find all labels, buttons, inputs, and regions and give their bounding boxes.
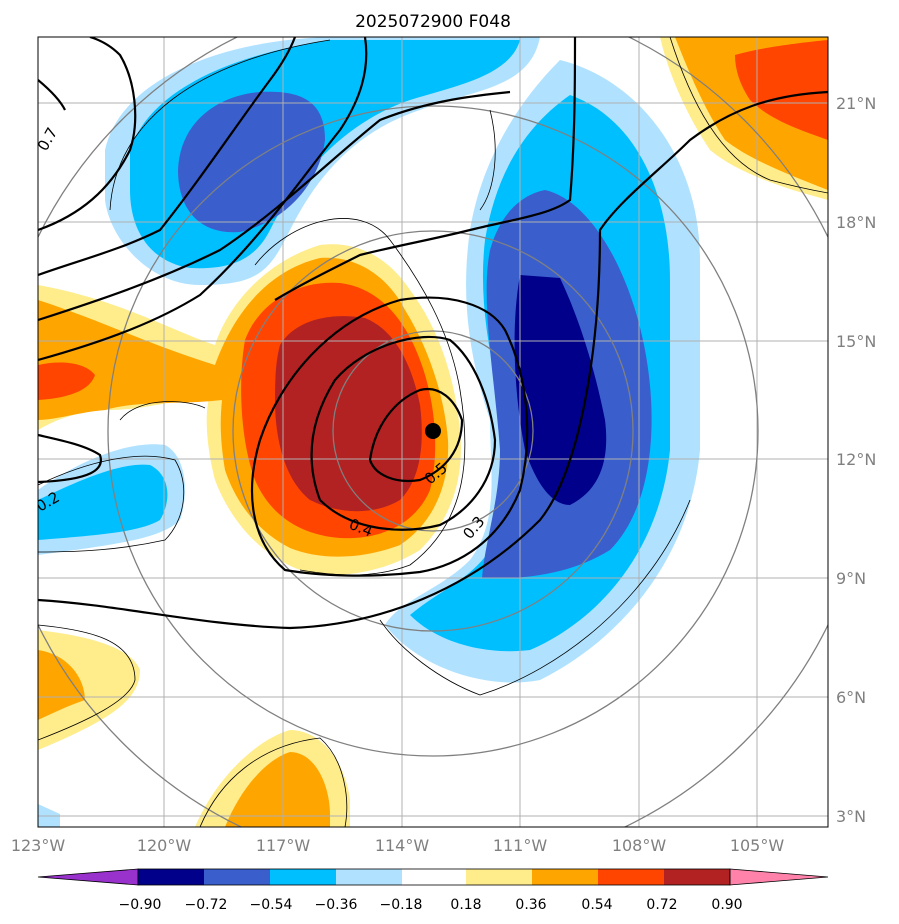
y-tick-label: 21°N (836, 94, 876, 113)
colorbar-tick-label: −0.18 (380, 897, 423, 913)
colorbar-bin (598, 869, 664, 885)
colorbar-bin (402, 869, 466, 885)
filled-contour-neg-mid-sw (38, 464, 168, 540)
x-tick-label: 105°W (730, 836, 785, 855)
x-tick-label: 123°W (11, 836, 66, 855)
colorbar-tick-label: 0.54 (581, 897, 612, 913)
y-tick-label: 3°N (836, 807, 866, 826)
line-contours (38, 37, 828, 630)
x-tick-label: 111°W (493, 836, 548, 855)
x-tick-label: 114°W (375, 836, 430, 855)
colorbar-extend-high (729, 868, 829, 886)
y-axis: 21°N 18°N 15°N 12°N 9°N 6°N 3°N (836, 94, 876, 826)
y-tick-label: 12°N (836, 450, 876, 469)
filled-contour-pos-deep-w (38, 362, 95, 400)
colorbar-tick-label: −0.72 (185, 897, 228, 913)
thin-contours (38, 37, 828, 827)
filled-contour-pos-light-sw (38, 630, 140, 750)
colorbar-frame (137, 868, 731, 886)
y-tick-label: 6°N (836, 688, 866, 707)
map-frame (37, 36, 829, 828)
colorbar-bin (664, 869, 730, 885)
colorbar-bin (532, 869, 598, 885)
colorbar-tick-label: 0.90 (711, 897, 742, 913)
x-axis: 123°W 120°W 117°W 114°W 111°W 108°W 105°… (11, 836, 785, 855)
filled-contour-pos-mid-s (225, 752, 330, 827)
colorbar-bin (204, 869, 270, 885)
chart-title: 2025072900 F048 (355, 12, 511, 32)
colorbar-tick-label: −0.54 (250, 897, 293, 913)
x-tick-label: 117°W (256, 836, 311, 855)
colorbar-tick-label: 0.72 (646, 897, 677, 913)
colorbar-tick-label: 0.36 (515, 897, 546, 913)
colorbar: −0.90 −0.72 −0.54 −0.36 −0.18 0.18 0.36 … (37, 868, 829, 913)
colorbar-tick-label: −0.90 (119, 897, 162, 913)
colorbar-tick-label: −0.36 (315, 897, 358, 913)
x-tick-label: 120°W (137, 836, 192, 855)
map-area: 0.7 0.2 0.5 0.4 0.3 (38, 37, 828, 827)
y-tick-label: 18°N (836, 213, 876, 232)
filled-contour-neg-darkest-e (514, 275, 607, 505)
y-tick-label: 15°N (836, 332, 876, 351)
colorbar-bin (466, 869, 532, 885)
range-rings (38, 37, 828, 827)
y-tick-label: 9°N (836, 569, 866, 588)
colorbar-tick-label: 0.18 (450, 897, 481, 913)
x-tick-label: 108°W (612, 836, 667, 855)
colorbar-bin (336, 869, 402, 885)
colorbar-extend-low (37, 868, 139, 886)
colorbar-bin (270, 869, 336, 885)
colorbar-bin (138, 869, 204, 885)
storm-center-marker (425, 423, 441, 439)
filled-contour-pos-mid-sw (38, 650, 85, 720)
filled-contour-pos-deep-ne (735, 40, 828, 140)
